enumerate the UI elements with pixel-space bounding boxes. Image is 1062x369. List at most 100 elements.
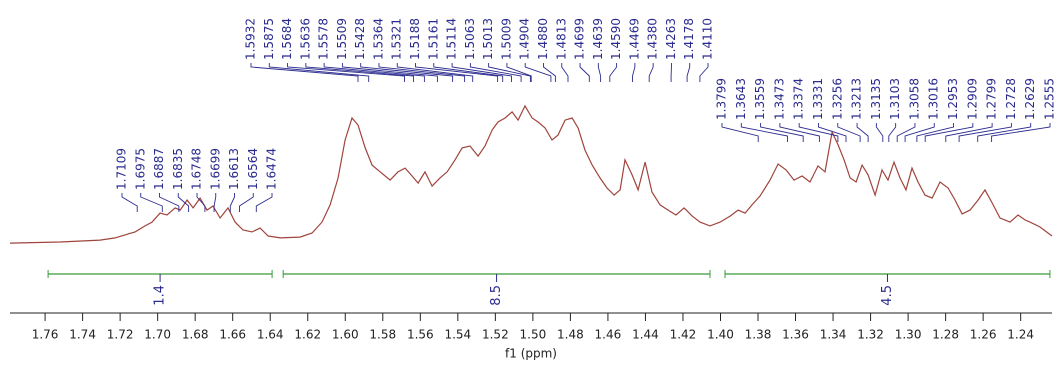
peak-label: 1.5684 [280,18,294,60]
peak-label: 1.3256 [830,78,844,120]
x-tick-label: 1.38 [745,328,772,342]
x-tick-label: 1.42 [670,328,697,342]
peak-label: 1.4699 [573,18,587,60]
peak-label: 1.5063 [463,18,477,60]
x-tick-label: 1.72 [107,328,134,342]
peak-label: 1.4904 [518,18,532,60]
x-tick-label: 1.64 [257,328,284,342]
peak-label: 1.4380 [646,18,660,60]
peak-label: 1.6564 [246,148,260,190]
peak-connector [904,123,935,142]
x-tick-label: 1.70 [144,328,171,342]
peak-connector [488,63,531,82]
peak-label: 1.3213 [850,78,864,120]
peak-label: 1.4263 [664,18,678,60]
peak-label: 1.5009 [499,18,513,60]
peak-connector [341,63,438,82]
peak-label: 1.4639 [591,18,605,60]
peak-connector [255,193,273,212]
peak-connector [543,63,556,82]
peak-connector [159,193,180,212]
peak-connector [699,63,709,82]
peak-label: 1.7109 [115,148,129,190]
peak-label: 1.4590 [609,18,623,60]
peak-label: 1.3103 [888,78,902,120]
peak-connector [818,123,847,142]
peak-connector [396,63,474,82]
peak-label: 1.2953 [946,78,960,120]
peak-connector [609,63,618,82]
peak-connector [305,63,415,82]
x-tick-label: 1.60 [332,328,359,342]
peak-label: 1.5428 [353,18,367,60]
peak-connector [140,193,163,212]
peak-label: 1.6699 [208,148,222,190]
peak-label: 1.6975 [133,148,147,190]
x-tick-label: 1.30 [895,328,922,342]
peak-connector [945,123,993,142]
x-tick-label: 1.34 [820,328,847,342]
x-tick-label: 1.40 [707,328,734,342]
peak-label: 1.5364 [371,18,385,60]
peak-connector [779,123,820,142]
peak-connector [977,123,1032,142]
peak-connector [229,193,235,212]
peak-connector [268,63,370,82]
x-tick-label: 1.46 [595,328,622,342]
peak-label: 1.5321 [390,18,404,60]
peak-label: 1.4880 [536,18,550,60]
x-tick-label: 1.58 [369,328,396,342]
peak-connector [579,63,590,82]
peak-connector [561,63,569,82]
x-tick-label: 1.28 [932,328,959,342]
peak-label: 1.5013 [481,18,495,60]
peak-label: 1.4110 [701,18,715,60]
peak-connector [524,63,552,82]
peak-label: 1.3331 [811,78,825,120]
peak-connector [958,123,1012,142]
peak-label: 1.3016 [927,78,941,120]
peak-connector [896,123,916,142]
peak-connector [798,123,839,142]
x-tick-label: 1.36 [782,328,809,342]
peak-label: 1.5875 [262,18,276,60]
peak-label: 1.3135 [869,78,883,120]
peak-label: 1.5114 [445,18,459,60]
peak-label: 1.2799 [985,78,999,120]
peak-label: 1.3473 [772,78,786,120]
x-tick-label: 1.24 [1007,328,1034,342]
peak-label: 1.5161 [426,18,440,60]
x-tick-label: 1.26 [970,328,997,342]
peak-label: 1.2728 [1004,78,1018,120]
x-tick-label: 1.44 [632,328,659,342]
peak-label: 1.6474 [265,148,279,190]
peak-label: 1.5188 [408,18,422,60]
integral-value: 4.5 [880,285,895,306]
peak-connector [121,193,138,212]
x-tick-label: 1.68 [182,328,209,342]
peak-label: 1.2629 [1023,78,1037,120]
x-tick-label: 1.76 [32,328,59,342]
peak-connector [433,63,504,82]
peak-label: 1.3058 [907,78,921,120]
x-axis-label: f1 (ppm) [505,347,557,361]
peak-label: 1.3643 [734,78,748,120]
peak-connector [924,123,974,142]
peak-connector [415,63,499,82]
peak-connector [177,193,190,212]
x-tick-label: 1.66 [219,328,246,342]
peak-label: 1.5932 [244,18,258,60]
peak-label: 1.2555 [1043,78,1057,120]
x-tick-label: 1.56 [407,328,434,342]
peak-label: 1.4813 [554,18,568,60]
peak-connector [856,123,869,142]
peak-connector [916,123,954,142]
peak-connector [239,193,254,212]
peak-label: 1.6835 [171,148,185,190]
peak-connector [875,123,884,142]
peak-connector [740,123,788,142]
peak-connector [888,123,897,142]
peak-connector [451,63,512,82]
